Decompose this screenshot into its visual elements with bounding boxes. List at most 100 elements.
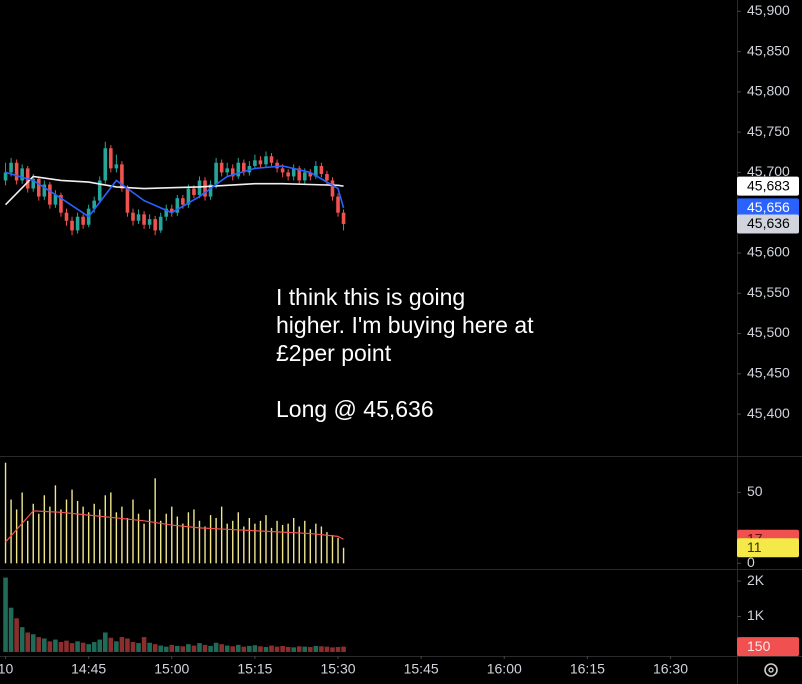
volume-tag-bg bbox=[737, 538, 799, 558]
volume-bar bbox=[220, 506, 223, 564]
candle-body bbox=[48, 184, 52, 205]
annotation-line: £2per point bbox=[276, 340, 392, 366]
volume-bar bbox=[132, 499, 134, 564]
gear-center[interactable] bbox=[768, 667, 774, 673]
lower-bar bbox=[296, 646, 302, 652]
lower-bar bbox=[202, 644, 208, 652]
lower-bar bbox=[285, 647, 291, 652]
price-tag-bg bbox=[737, 176, 799, 196]
lower-bar bbox=[341, 646, 346, 652]
y-tick-label: 45,400 bbox=[747, 405, 790, 421]
volume-bar bbox=[276, 520, 278, 564]
candle-body bbox=[131, 212, 135, 221]
lower-bar bbox=[136, 643, 141, 652]
lower-bar bbox=[230, 646, 236, 652]
price-tag-bg bbox=[737, 214, 799, 234]
volume-average bbox=[5, 510, 344, 543]
volume-bar bbox=[237, 512, 239, 564]
candle-body bbox=[114, 164, 119, 169]
candle-body bbox=[181, 198, 185, 205]
candle-body bbox=[42, 184, 47, 197]
candle-body bbox=[214, 162, 218, 185]
lower-bar bbox=[97, 639, 103, 652]
candle-body bbox=[70, 220, 74, 231]
candle-body bbox=[64, 212, 69, 221]
volume-bar bbox=[110, 492, 112, 564]
volume-bar bbox=[226, 523, 228, 564]
volume-bar bbox=[32, 503, 34, 564]
volume-bar bbox=[21, 492, 23, 564]
volume-bar bbox=[71, 489, 73, 564]
y-tick-label: 1K bbox=[747, 607, 765, 623]
y-tick-label: 0 bbox=[747, 554, 755, 570]
volume-bar bbox=[298, 526, 300, 564]
x-tick-label: 16:15 bbox=[570, 661, 605, 677]
candle-body bbox=[75, 216, 80, 231]
annotation-line: I think this is going bbox=[276, 284, 465, 310]
candle-body bbox=[14, 162, 19, 181]
lower-bar bbox=[302, 646, 308, 652]
candle-body bbox=[103, 148, 108, 181]
volume-bar bbox=[342, 547, 345, 564]
lower-bar bbox=[114, 641, 119, 652]
volume-bar bbox=[304, 520, 306, 564]
lower-bar bbox=[186, 644, 191, 652]
x-tick-label: 15:45 bbox=[404, 661, 439, 677]
volume-bar bbox=[27, 520, 29, 564]
lower-bar bbox=[158, 645, 163, 652]
lower-bar bbox=[25, 632, 31, 652]
lower-bar bbox=[247, 645, 252, 652]
volume-bar bbox=[198, 520, 201, 564]
settings-icon[interactable] bbox=[764, 663, 778, 677]
lower-bar bbox=[3, 577, 8, 652]
x-tick-label: 10 bbox=[0, 661, 14, 677]
y-tick-label: 45,500 bbox=[747, 324, 790, 340]
candle-body bbox=[59, 194, 63, 213]
candle-body bbox=[319, 165, 324, 175]
y-tick-label: 45,550 bbox=[747, 284, 790, 300]
candle-body bbox=[275, 162, 279, 169]
lower-bar bbox=[175, 645, 180, 652]
candle-body bbox=[36, 178, 41, 197]
volume-bar bbox=[143, 523, 145, 564]
volume-bar bbox=[265, 515, 267, 564]
candle-body bbox=[225, 168, 229, 173]
volume-bar bbox=[254, 523, 256, 564]
volume-bar bbox=[187, 512, 190, 564]
x-tick-label: 15:30 bbox=[320, 661, 355, 677]
volume-bar bbox=[320, 526, 323, 564]
volume-bar bbox=[38, 513, 40, 564]
x-tick-label: 16:30 bbox=[653, 661, 688, 677]
annotation-line: higher. I'm buying here at bbox=[276, 312, 534, 338]
volume-bar bbox=[182, 523, 184, 564]
volume-bar bbox=[331, 534, 334, 564]
volume-bar bbox=[171, 506, 173, 564]
lower-bar bbox=[213, 642, 219, 652]
candle-body bbox=[125, 188, 130, 213]
candle-body bbox=[308, 172, 313, 177]
lower-bar bbox=[258, 646, 263, 652]
candle-body bbox=[153, 219, 157, 231]
candle-body bbox=[258, 160, 263, 165]
candle-body bbox=[280, 168, 285, 173]
lower-bar bbox=[335, 647, 341, 652]
price-tag: 45,636 bbox=[747, 215, 790, 231]
lower-bar bbox=[125, 638, 130, 652]
gear-outline[interactable] bbox=[764, 663, 778, 677]
x-tick-label: 15:00 bbox=[154, 661, 189, 677]
candle-body bbox=[92, 200, 97, 209]
lower-bar bbox=[119, 637, 125, 652]
volume-bar bbox=[137, 513, 140, 564]
candle-body bbox=[242, 162, 246, 173]
lower-bar bbox=[75, 641, 80, 652]
lower-bar bbox=[152, 644, 158, 652]
candle-body bbox=[9, 162, 13, 173]
lower-bar bbox=[319, 646, 324, 652]
lower-bar bbox=[269, 645, 274, 652]
volume-bar bbox=[337, 537, 339, 564]
volume-bar bbox=[148, 509, 151, 564]
lower-bar bbox=[224, 645, 230, 652]
lower-bar bbox=[291, 647, 296, 652]
volume-bar bbox=[82, 506, 84, 564]
